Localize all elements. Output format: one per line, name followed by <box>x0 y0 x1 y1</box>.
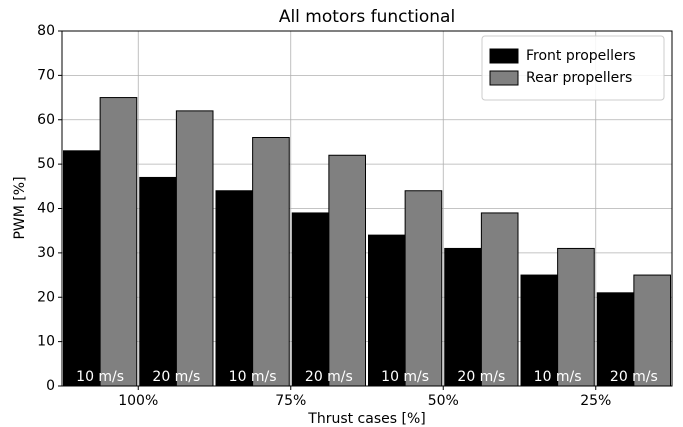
legend-box <box>481 35 665 101</box>
legend-swatch <box>489 48 519 64</box>
y-tick-label: 70 <box>37 67 55 83</box>
legend-swatch <box>489 70 519 86</box>
bar <box>444 247 482 387</box>
bar <box>63 150 101 387</box>
bar <box>557 247 595 387</box>
legend-label: Rear propellers <box>526 70 632 86</box>
bar-annotation: 10 m/s <box>229 369 277 385</box>
x-axis-label: Thrust cases [%] <box>307 411 425 427</box>
y-tick-label: 0 <box>46 378 55 394</box>
bar-annotation: 20 m/s <box>152 369 200 385</box>
bar <box>215 190 254 387</box>
bar-annotation: 20 m/s <box>305 369 353 385</box>
bar <box>596 292 635 387</box>
x-tick-label: 50% <box>428 393 459 409</box>
bar-annotation: 20 m/s <box>610 369 658 385</box>
y-tick-label: 80 <box>37 23 55 39</box>
bar-annotation: 20 m/s <box>457 369 505 385</box>
bar <box>404 190 443 387</box>
bar <box>139 176 177 387</box>
bar <box>175 110 214 387</box>
bar <box>328 154 366 387</box>
y-tick-label: 30 <box>37 245 55 261</box>
bar <box>99 97 138 387</box>
plot-frame <box>61 30 673 387</box>
bar <box>368 234 406 387</box>
bar <box>252 137 290 387</box>
y-tick-label: 10 <box>37 334 55 350</box>
bar-annotation: 10 m/s <box>76 369 124 385</box>
x-tick-label: 100% <box>118 393 158 409</box>
y-tick-label: 20 <box>37 289 55 305</box>
chart-title: All motors functional <box>279 7 455 27</box>
y-tick-label: 40 <box>37 201 55 217</box>
legend-label: Front propellers <box>526 48 636 64</box>
bar-annotation: 10 m/s <box>381 369 429 385</box>
bar-annotation: 10 m/s <box>534 369 582 385</box>
bar <box>480 212 519 387</box>
y-axis-label: PWM [%] <box>12 176 28 239</box>
y-tick-label: 60 <box>37 112 55 128</box>
x-tick-label: 25% <box>580 393 611 409</box>
y-tick-label: 50 <box>37 156 55 172</box>
bar <box>291 212 330 387</box>
x-tick-label: 75% <box>275 393 306 409</box>
